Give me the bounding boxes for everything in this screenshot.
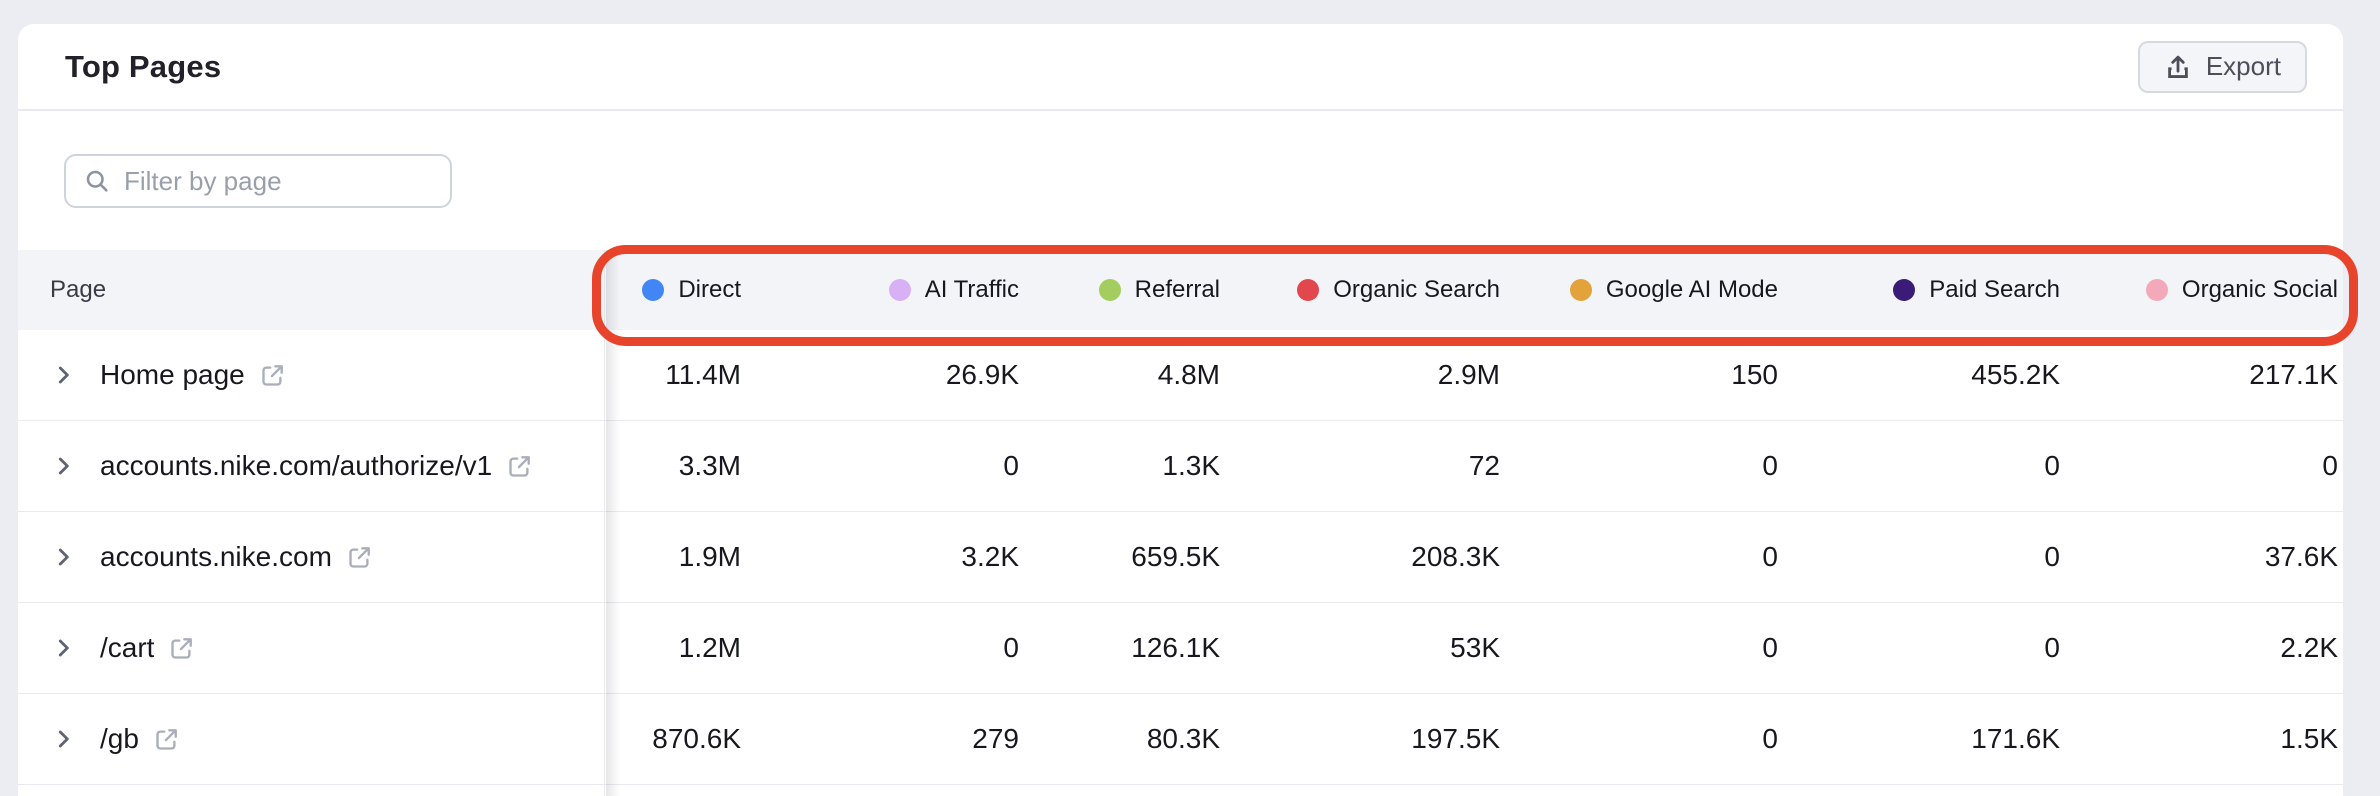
chevron-right-icon[interactable]	[50, 544, 76, 570]
value-cell: 0	[1003, 450, 1019, 481]
channel-color-dot	[1098, 279, 1121, 301]
channel-label: Google AI Mode	[1605, 276, 1778, 303]
value-cell: 455.2K	[1971, 359, 2060, 390]
page-cell: accounts.nike.com	[18, 512, 605, 602]
legend-channel[interactable]: AI Traffic	[741, 250, 1019, 330]
value-cell: 0	[1762, 632, 1778, 663]
legend-channel[interactable]: Direct	[605, 250, 741, 330]
table-body: Home page 11.4M 26.9K 4.8M 2.9M 150 455.2K 217…	[18, 330, 2343, 785]
upload-icon	[2164, 53, 2192, 81]
export-button[interactable]: Export	[2137, 40, 2307, 93]
value-cell: 1.2M	[678, 632, 741, 663]
value-cell: 279	[972, 723, 1019, 754]
table-row[interactable]: Home page 11.4M 26.9K 4.8M 2.9M 150 455.2K 217…	[18, 330, 2343, 421]
top-pages-panel: Top Pages Export Page D	[18, 24, 2343, 796]
channel-color-dot	[642, 279, 665, 301]
value-cell: 2.2K	[2280, 632, 2338, 663]
table-row-partial	[18, 785, 2343, 796]
table-row[interactable]: /gb 870.6K 279 80.3K 197.5K 0 171.6K 1.5K	[18, 694, 2343, 785]
chevron-right-icon[interactable]	[50, 635, 76, 661]
page-name: accounts.nike.com/authorize/v1	[100, 450, 493, 481]
page-name: /gb	[100, 723, 139, 754]
value-cell: 11.4M	[665, 359, 741, 390]
value-cell: 1.3K	[1162, 450, 1220, 481]
legend-channel[interactable]: Google AI Mode	[1500, 250, 1778, 330]
channel-label: Organic Search	[1333, 276, 1500, 303]
value-cell: 870.6K	[652, 723, 741, 754]
legend-channel[interactable]: Organic Search	[1220, 250, 1500, 330]
page-cell: Home page	[18, 330, 605, 420]
channel-label: AI Traffic	[924, 276, 1019, 303]
external-link-icon[interactable]	[506, 453, 533, 480]
channel-color-dot	[888, 279, 911, 301]
table-row[interactable]: /cart 1.2M 0 126.1K 53K 0 0 2.2K	[18, 603, 2343, 694]
value-cell: 1.9M	[678, 541, 741, 572]
value-cell: 126.1K	[1131, 632, 1220, 663]
value-cell: 0	[1762, 450, 1778, 481]
value-cell: 197.5K	[1411, 723, 1500, 754]
page-cell: /cart	[18, 603, 605, 693]
page-column-header: Page	[18, 250, 605, 330]
filter-field-wrap	[64, 154, 452, 208]
external-link-icon[interactable]	[153, 726, 180, 753]
external-link-icon[interactable]	[259, 362, 286, 389]
value-cell: 0	[2044, 632, 2060, 663]
value-cell: 217.1K	[2249, 359, 2338, 390]
value-cell: 72	[1468, 450, 1500, 481]
page-title: Top Pages	[65, 48, 222, 84]
table-row[interactable]: accounts.nike.com 1.9M 3.2K 659.5K 208.3K 0 0…	[18, 512, 2343, 603]
chevron-right-icon[interactable]	[50, 726, 76, 752]
value-cell: 0	[2044, 541, 2060, 572]
page-cell: accounts.nike.com/authorize/v1	[18, 421, 605, 511]
page-name: accounts.nike.com	[100, 541, 332, 572]
panel-header: Top Pages Export	[18, 24, 2343, 111]
value-cell: 3.2K	[961, 541, 1019, 572]
value-cell: 659.5K	[1131, 541, 1220, 572]
channel-color-dot	[1569, 279, 1592, 301]
external-link-icon[interactable]	[168, 635, 195, 662]
channel-label: Organic Social	[2181, 276, 2338, 303]
top-pages-table: Page Direct AI Traffic Referral Organic …	[18, 250, 2343, 796]
value-cell: 150	[1731, 359, 1778, 390]
value-cell: 53K	[1450, 632, 1500, 663]
value-cell: 1.5K	[2280, 723, 2338, 754]
value-cell: 3.3M	[678, 450, 741, 481]
filter-by-page-input[interactable]	[64, 154, 452, 208]
value-cell: 0	[2044, 450, 2060, 481]
value-cell: 0	[1762, 723, 1778, 754]
value-cell: 26.9K	[945, 359, 1019, 390]
page-name: Home page	[100, 359, 245, 390]
page-name: /cart	[100, 632, 155, 663]
value-cell: 80.3K	[1146, 723, 1220, 754]
legend-channel[interactable]: Organic Social	[2060, 250, 2338, 330]
value-cell: 0	[1762, 541, 1778, 572]
value-cell: 171.6K	[1971, 723, 2060, 754]
value-cell: 2.9M	[1437, 359, 1500, 390]
export-button-label: Export	[2205, 51, 2281, 81]
legend-channel[interactable]: Paid Search	[1778, 250, 2060, 330]
legend-channel[interactable]: Referral	[1019, 250, 1220, 330]
page-cell: /gb	[18, 694, 605, 784]
channel-label: Paid Search	[1929, 276, 2060, 303]
channel-label: Referral	[1134, 276, 1220, 303]
value-cell: 0	[1003, 632, 1019, 663]
table-row[interactable]: accounts.nike.com/authorize/v1 3.3M 0 1.3K…	[18, 421, 2343, 512]
value-cell: 37.6K	[2264, 541, 2338, 572]
chevron-right-icon[interactable]	[50, 362, 76, 388]
channel-label: Direct	[678, 276, 741, 303]
channel-color-dot	[2145, 279, 2168, 301]
value-cell: 4.8M	[1157, 359, 1220, 390]
value-cell: 208.3K	[1411, 541, 1500, 572]
external-link-icon[interactable]	[346, 544, 373, 571]
chevron-right-icon[interactable]	[50, 453, 76, 479]
table-header-row legend-row: Page Direct AI Traffic Referral Organic …	[18, 250, 2343, 330]
value-cell: 0	[2322, 450, 2338, 481]
channel-color-dot	[1893, 279, 1916, 301]
channel-color-dot	[1297, 279, 1320, 301]
